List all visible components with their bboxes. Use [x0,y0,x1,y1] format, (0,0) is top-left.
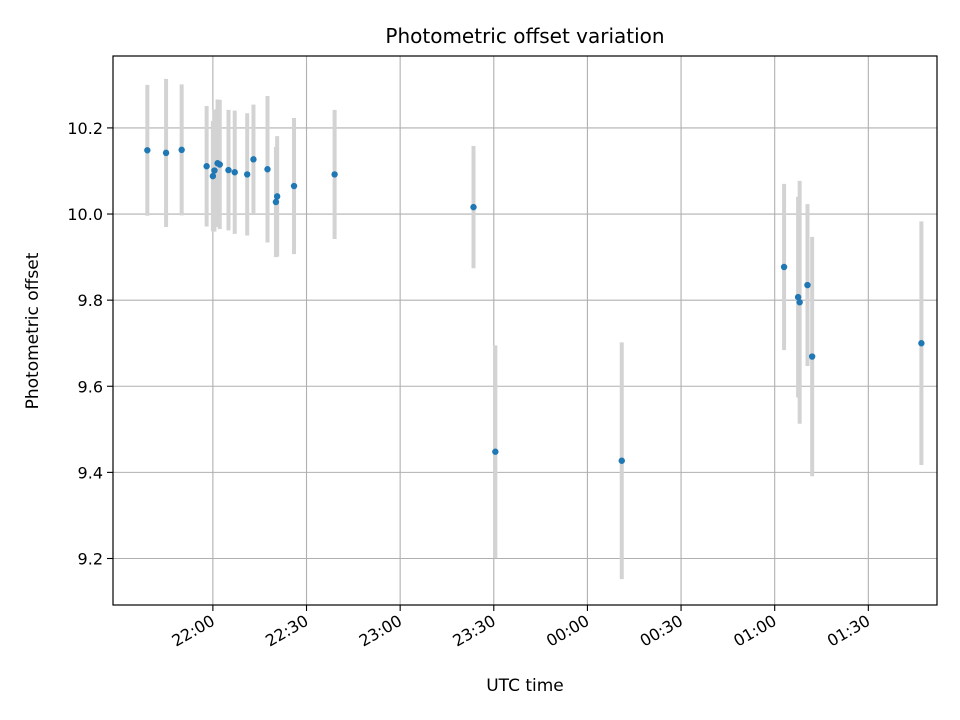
x-tick-label: 01:00 [730,611,779,651]
data-point [209,172,217,180]
data-point [618,457,625,464]
y-tick-label: 10.0 [67,205,103,224]
data-point [290,182,298,190]
y-tick-label: 9.8 [78,291,103,310]
data-point [178,146,185,154]
data-point [804,281,811,289]
x-tick-label: 23:30 [449,611,498,651]
x-tick-label: 00:30 [637,611,686,651]
point-layer [144,146,925,464]
x-tick-label: 00:00 [543,611,592,651]
data-point [794,293,802,301]
y-tick-label: 9.4 [78,463,103,482]
data-point [918,340,925,347]
data-point [250,156,257,163]
x-axis-label: UTC time [486,676,564,696]
data-point [273,193,281,200]
x-tick-label: 22:30 [262,611,311,651]
data-point [225,166,232,174]
y-tick-label: 10.2 [67,119,103,138]
data-point [211,167,218,174]
y-axis-label: Photometric offset [23,252,43,409]
plot-frame [112,55,938,606]
data-point [272,198,280,206]
data-point [162,149,170,157]
data-point [492,448,499,455]
y-tick-label: 9.2 [78,549,103,568]
data-point [780,263,788,271]
x-axis-ticks: 22:00 22:30 23:00 23:30 00:00 00:30 01:00 01:30 [168,605,873,651]
data-point [203,163,210,170]
data-point [231,169,238,176]
data-point [796,299,803,306]
data-point [331,171,338,178]
x-tick-label: 01:30 [824,611,873,651]
data-point [144,147,151,154]
errorbar-layer [145,78,924,580]
data-point [808,353,816,360]
data-point [264,166,271,173]
y-axis-ticks: 9.2 9.4 9.6 9.8 10.0 10.2 [67,119,113,568]
y-tick-label: 9.6 [78,377,103,396]
data-point [470,203,477,211]
x-tick-label: 23:00 [356,611,405,651]
x-tick-label: 22:00 [168,611,217,651]
chart-title: Photometric offset variation [385,24,664,48]
data-point [244,171,251,178]
data-point [216,161,223,168]
